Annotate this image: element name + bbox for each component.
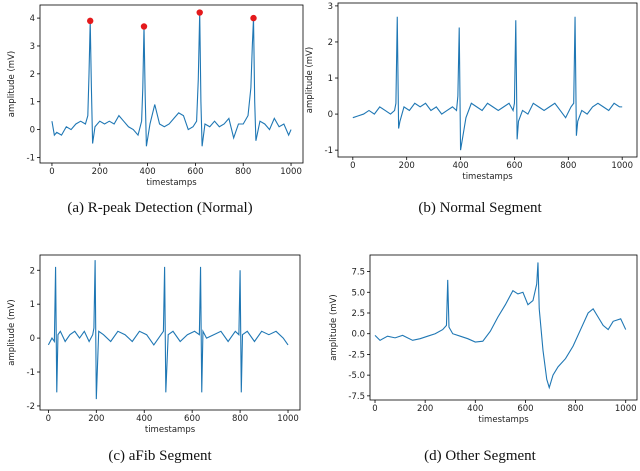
y-axis-label: amplitude (mV) bbox=[305, 47, 315, 113]
caption: (d) Other Segment bbox=[424, 448, 536, 464]
y-tick-label: -1 bbox=[27, 153, 35, 163]
x-tick-label: 600 bbox=[184, 414, 200, 424]
caption: (c) aFib Segment bbox=[108, 448, 212, 464]
y-tick-label: 1 bbox=[30, 300, 35, 310]
plot-frame bbox=[369, 254, 638, 401]
x-axis-label: timestamps bbox=[146, 178, 197, 188]
y-tick-label: -1 bbox=[27, 368, 35, 378]
y-tick-label: 2 bbox=[328, 38, 333, 48]
x-axis-label: timestamps bbox=[145, 425, 196, 435]
x-axis-label: timestamps bbox=[478, 415, 529, 425]
y-tick-label: -7.5 bbox=[348, 392, 365, 402]
plot-frame bbox=[39, 4, 304, 164]
signal-line bbox=[47, 260, 289, 400]
y-tick-label: 1 bbox=[30, 98, 35, 108]
y-tick-label: 5.0 bbox=[351, 288, 365, 298]
y-axis-label: amplitude (mV) bbox=[329, 294, 339, 360]
signal-line bbox=[352, 16, 623, 151]
x-tick-label: 1000 bbox=[615, 404, 637, 414]
plot-frame bbox=[39, 254, 301, 411]
y-tick-label: -5.0 bbox=[348, 371, 365, 381]
r-peak-marker bbox=[250, 14, 257, 22]
x-tick-label: 400 bbox=[139, 167, 155, 177]
caption: (b) Normal Segment bbox=[418, 200, 542, 216]
y-tick-label: 0 bbox=[30, 334, 35, 344]
x-axis-label: timestamps bbox=[462, 172, 513, 182]
x-tick-label: 200 bbox=[399, 161, 415, 171]
x-tick-label: 0 bbox=[49, 167, 54, 177]
y-tick-label: 2.5 bbox=[351, 309, 365, 319]
r-peak-marker bbox=[140, 23, 148, 30]
x-tick-label: 0 bbox=[46, 414, 51, 424]
x-tick-label: 800 bbox=[235, 167, 251, 177]
x-tick-label: 1000 bbox=[277, 414, 299, 424]
y-tick-label: 7.5 bbox=[351, 268, 365, 278]
y-axis-label: amplitude (mV) bbox=[7, 299, 17, 365]
y-tick-label: 2 bbox=[30, 70, 35, 80]
r-peak-marker bbox=[196, 9, 203, 16]
r-peak-marker bbox=[87, 17, 94, 25]
y-tick-label: 4 bbox=[30, 14, 35, 24]
signal-line bbox=[374, 262, 627, 390]
y-tick-label: 1 bbox=[328, 74, 333, 84]
y-tick-label: 0 bbox=[328, 110, 333, 120]
y-tick-label: -2 bbox=[27, 402, 35, 412]
x-tick-label: 600 bbox=[187, 167, 203, 177]
y-axis-label: amplitude (mV) bbox=[7, 51, 17, 117]
y-tick-label: -1 bbox=[325, 146, 333, 156]
x-tick-label: 1000 bbox=[611, 161, 633, 171]
y-tick-label: 3 bbox=[30, 42, 35, 52]
x-tick-label: 200 bbox=[417, 404, 433, 414]
x-tick-label: 1000 bbox=[280, 167, 302, 177]
x-tick-label: 0 bbox=[372, 404, 377, 414]
x-tick-label: 200 bbox=[92, 167, 108, 177]
x-tick-label: 400 bbox=[452, 161, 468, 171]
y-tick-label: 0 bbox=[30, 126, 35, 136]
x-tick-label: 200 bbox=[88, 414, 104, 424]
x-tick-label: 800 bbox=[560, 161, 576, 171]
x-tick-label: 600 bbox=[506, 161, 522, 171]
y-tick-label: 2 bbox=[30, 266, 35, 276]
x-tick-label: 800 bbox=[567, 404, 583, 414]
x-tick-label: 400 bbox=[467, 404, 483, 414]
caption: (a) R-peak Detection (Normal) bbox=[67, 200, 252, 216]
y-tick-label: 0.0 bbox=[351, 330, 365, 340]
signal-line bbox=[51, 12, 292, 147]
x-tick-label: 400 bbox=[136, 414, 152, 424]
x-tick-label: 600 bbox=[517, 404, 533, 414]
x-tick-label: 0 bbox=[350, 161, 355, 171]
plot-frame bbox=[337, 2, 638, 158]
y-tick-label: -2.5 bbox=[348, 350, 365, 360]
y-tick-label: 3 bbox=[328, 2, 333, 12]
x-tick-label: 800 bbox=[232, 414, 248, 424]
